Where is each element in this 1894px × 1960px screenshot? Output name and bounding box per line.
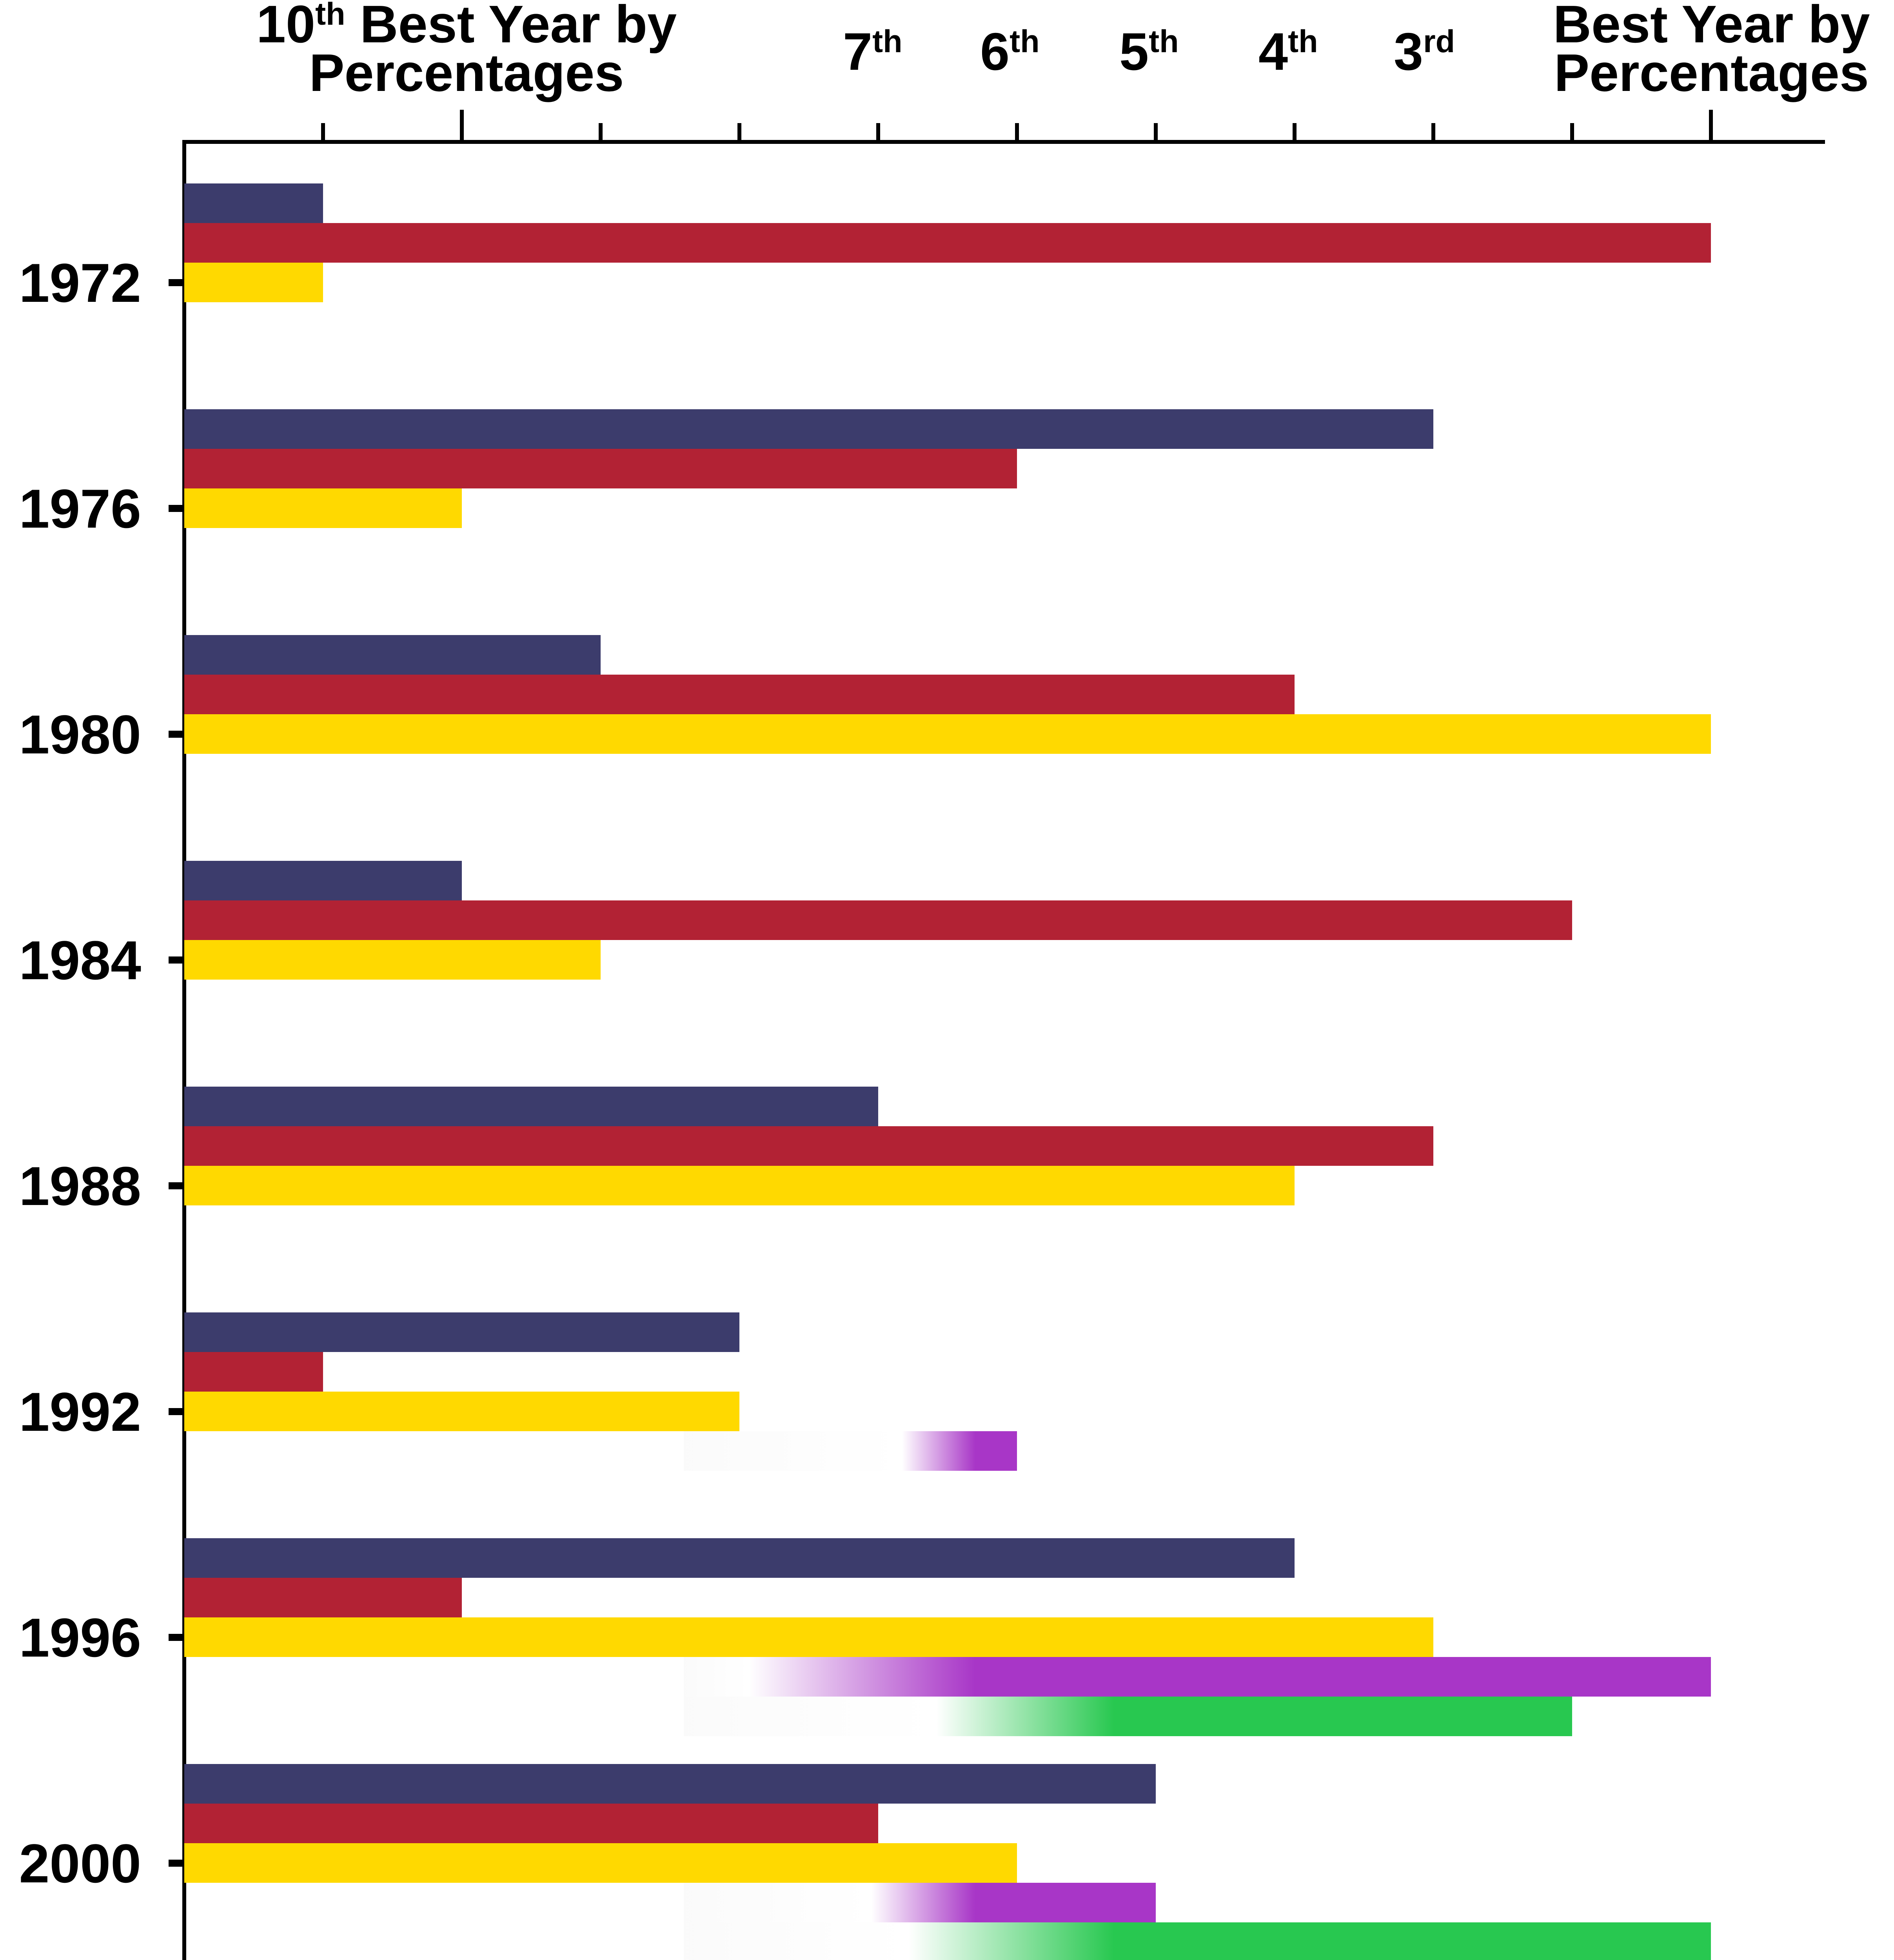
- y-tick: [169, 1182, 184, 1189]
- y-tick: [169, 1859, 184, 1867]
- bar-red-2000: [184, 1804, 878, 1843]
- bar-red-1972: [184, 223, 1711, 263]
- x-axis-line: [182, 140, 1825, 144]
- bar-red-1980: [184, 675, 1295, 714]
- y-axis-line: [182, 140, 186, 1960]
- header-10th-line1: Best Year by: [345, 0, 677, 54]
- bar-yellow-1992: [184, 1392, 739, 1431]
- year-label: 1972: [19, 252, 141, 314]
- header-best-line2: Percentages: [1554, 43, 1869, 103]
- header-6th-sup: th: [1010, 24, 1040, 60]
- bar-red-1976: [184, 449, 1017, 488]
- year-label: 1976: [19, 477, 141, 539]
- bar-purple-1992: [684, 1431, 1017, 1471]
- header-5th-sup: th: [1149, 24, 1179, 60]
- header-7th-num: 7: [843, 22, 873, 81]
- x-tick: [1293, 123, 1297, 142]
- y-tick: [169, 730, 184, 738]
- header-6th: 6th: [980, 24, 1040, 78]
- x-tick: [460, 110, 464, 142]
- bar-yellow-1984: [184, 940, 601, 980]
- bar-navy-1980: [184, 635, 601, 675]
- year-label: 1984: [19, 929, 141, 991]
- bar-navy-2000: [184, 1764, 1156, 1804]
- bar-yellow-1972: [184, 263, 323, 302]
- bar-yellow-1976: [184, 488, 462, 528]
- header-10th-sup: th: [315, 0, 345, 32]
- header-10th-best: 10th Best Year by Percentages: [212, 0, 721, 103]
- bar-yellow-2000: [184, 1843, 1017, 1883]
- y-tick: [169, 956, 184, 964]
- bar-yellow-1980: [184, 714, 1711, 754]
- x-tick: [1431, 123, 1435, 142]
- year-label: 1980: [19, 703, 141, 765]
- bar-navy-1984: [184, 861, 462, 900]
- bar-yellow-1996: [184, 1617, 1433, 1657]
- x-tick: [876, 123, 880, 142]
- header-4th-num: 4: [1258, 22, 1288, 81]
- x-tick: [1015, 123, 1019, 142]
- bar-navy-1996: [184, 1538, 1295, 1578]
- header-4th: 4th: [1258, 24, 1318, 78]
- y-tick: [169, 279, 184, 286]
- x-tick: [737, 123, 741, 142]
- x-tick: [1570, 123, 1574, 142]
- bar-red-1988: [184, 1126, 1433, 1166]
- y-tick: [169, 1633, 184, 1641]
- header-best-year: Best Year by Percentages: [1529, 0, 1894, 103]
- header-3rd-sup: rd: [1423, 24, 1455, 60]
- x-tick: [1709, 110, 1713, 142]
- header-7th: 7th: [843, 24, 903, 78]
- bar-red-1984: [184, 900, 1572, 940]
- bar-navy-1988: [184, 1087, 878, 1126]
- year-label: 2000: [19, 1832, 141, 1894]
- bar-green-2000: [684, 1922, 1711, 1960]
- header-best-line1: Best Year by: [1553, 0, 1870, 54]
- year-label: 1996: [19, 1606, 141, 1668]
- bar-green-1996: [684, 1697, 1572, 1736]
- bar-red-1996: [184, 1578, 462, 1617]
- year-label: 1992: [19, 1381, 141, 1443]
- header-6th-num: 6: [980, 22, 1010, 81]
- bar-navy-1976: [184, 409, 1433, 449]
- bar-yellow-1988: [184, 1166, 1295, 1205]
- header-5th: 5th: [1119, 24, 1179, 78]
- header-10th-line2: Percentages: [309, 43, 624, 103]
- bar-navy-1992: [184, 1312, 739, 1352]
- bar-purple-2000: [684, 1883, 1156, 1922]
- header-3rd: 3rd: [1394, 24, 1455, 78]
- header-4th-sup: th: [1288, 24, 1318, 60]
- bar-purple-1996: [684, 1657, 1711, 1697]
- y-tick: [169, 505, 184, 512]
- y-tick: [169, 1408, 184, 1415]
- header-3rd-num: 3: [1394, 22, 1424, 81]
- x-tick: [321, 123, 325, 142]
- header-10th-num: 10: [256, 0, 316, 54]
- bar-red-1992: [184, 1352, 323, 1392]
- x-tick: [1154, 123, 1158, 142]
- year-label: 1988: [19, 1155, 141, 1217]
- header-5th-num: 5: [1119, 22, 1149, 81]
- bar-navy-1972: [184, 183, 323, 223]
- x-tick: [599, 123, 603, 142]
- header-7th-sup: th: [872, 24, 903, 60]
